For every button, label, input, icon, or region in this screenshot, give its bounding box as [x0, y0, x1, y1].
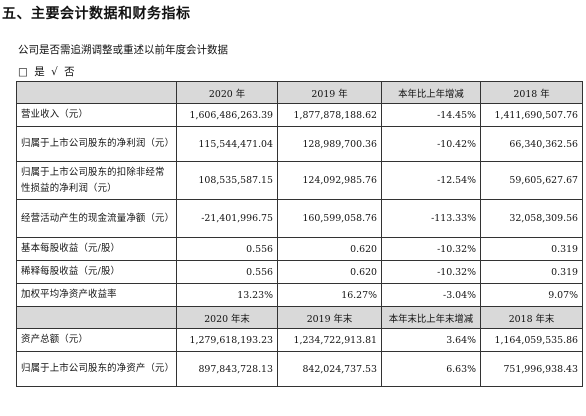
header-cell: 2020 年 — [176, 81, 278, 104]
answer-no-label: 否 — [64, 66, 75, 78]
table-cell: -10.32% — [381, 260, 481, 284]
row-label: 营业收入（元） — [16, 103, 177, 127]
header-cell — [16, 81, 177, 104]
header-cell: 2018 年 — [480, 81, 583, 104]
table-cell: -113.33% — [381, 199, 481, 238]
table-cell: -14.45% — [381, 103, 481, 127]
table-row: 归属于上市公司股东的扣除非经常性损益的净利润（元） 108,535,587.15… — [16, 161, 583, 200]
table-cell: 1,164,059,535.86 — [480, 328, 583, 352]
table-row: 稀释每股收益（元/股） 0.556 0.620 -10.32% 0.319 — [16, 260, 583, 284]
table-cell: 59,605,627.67 — [480, 161, 583, 200]
table-cell: 0.556 — [176, 237, 278, 261]
restatement-answer: □ 是 √ 否 — [18, 64, 78, 79]
table-cell: -21,401,996.75 — [176, 199, 278, 238]
table-header-row: 2020 年 2019 年 本年比上年增减 2018 年 — [16, 81, 583, 104]
table-cell: 1,877,878,188.62 — [277, 103, 382, 127]
table-cell: 6.63% — [381, 351, 481, 387]
table-header-row: 2020 年末 2019 年末 本年末比上年末增减 2018 年末 — [16, 306, 583, 329]
table-cell: 128,989,700.36 — [277, 126, 382, 162]
check-mark-icon: √ — [51, 66, 58, 78]
header-cell — [16, 306, 177, 329]
table-cell: 13.23% — [176, 283, 278, 307]
row-label: 归属于上市公司股东的净利润（元） — [16, 126, 177, 162]
table-cell: 108,535,587.15 — [176, 161, 278, 200]
table-cell: 751,996,938.43 — [480, 351, 583, 387]
table-cell: -12.54% — [381, 161, 481, 200]
header-cell: 2020 年末 — [176, 306, 278, 329]
table-row: 营业收入（元） 1,606,486,263.39 1,877,878,188.6… — [16, 103, 583, 127]
table-cell: -10.32% — [381, 237, 481, 261]
table-row: 经营活动产生的现金流量净额（元） -21,401,996.75 160,599,… — [16, 199, 583, 238]
table-cell: 1,411,690,507.76 — [480, 103, 583, 127]
table-row: 基本每股收益（元/股） 0.556 0.620 -10.32% 0.319 — [16, 237, 583, 261]
table-cell: 32,058,309.56 — [480, 199, 583, 238]
row-label: 基本每股收益（元/股） — [16, 237, 177, 261]
table-cell: 0.620 — [277, 237, 382, 261]
table-row: 归属于上市公司股东的净资产（元） 897,843,728.13 842,024,… — [16, 351, 583, 387]
table-cell: 9.07% — [480, 283, 583, 307]
row-label: 稀释每股收益（元/股） — [16, 260, 177, 284]
table-cell: 0.556 — [176, 260, 278, 284]
header-cell: 2018 年末 — [480, 306, 583, 329]
row-label: 经营活动产生的现金流量净额（元） — [16, 199, 177, 238]
table-cell: 124,092,985.76 — [277, 161, 382, 200]
table-cell: 1,606,486,263.39 — [176, 103, 278, 127]
restatement-question: 公司是否需追溯调整或重述以前年度会计数据 — [18, 44, 228, 56]
table-cell: -3.04% — [381, 283, 481, 307]
financial-indicators-table: 2020 年 2019 年 本年比上年增减 2018 年 营业收入（元） 1,6… — [16, 81, 583, 387]
table-cell: 115,544,471.04 — [176, 126, 278, 162]
table-cell: 897,843,728.13 — [176, 351, 278, 387]
section-title: 五、主要会计数据和财务指标 — [2, 6, 191, 22]
header-cell: 本年比上年增减 — [381, 81, 481, 104]
row-label: 归属于上市公司股东的净资产（元） — [16, 351, 177, 387]
table-cell: 0.319 — [480, 237, 583, 261]
table-cell: 16.27% — [277, 283, 382, 307]
header-cell: 2019 年 — [277, 81, 382, 104]
table-cell: 66,340,362.56 — [480, 126, 583, 162]
header-cell: 本年末比上年末增减 — [381, 306, 481, 329]
table-cell: 842,024,737.53 — [277, 351, 382, 387]
table-cell: 0.620 — [277, 260, 382, 284]
table-cell: -10.42% — [381, 126, 481, 162]
table-cell: 1,279,618,193.23 — [176, 328, 278, 352]
table-cell: 0.319 — [480, 260, 583, 284]
row-label: 归属于上市公司股东的扣除非经常性损益的净利润（元） — [16, 161, 177, 200]
table-cell: 3.64% — [381, 328, 481, 352]
answer-yes-label: 是 — [34, 66, 45, 78]
checkbox-empty-icon: □ — [18, 66, 28, 78]
table-row: 资产总额（元） 1,279,618,193.23 1,234,722,913.8… — [16, 328, 583, 352]
table-cell: 160,599,058.76 — [277, 199, 382, 238]
row-label: 资产总额（元） — [16, 328, 177, 352]
table-row: 加权平均净资产收益率 13.23% 16.27% -3.04% 9.07% — [16, 283, 583, 307]
table-row: 归属于上市公司股东的净利润（元） 115,544,471.04 128,989,… — [16, 126, 583, 162]
header-cell: 2019 年末 — [277, 306, 382, 329]
table-cell: 1,234,722,913.81 — [277, 328, 382, 352]
row-label: 加权平均净资产收益率 — [16, 283, 177, 307]
